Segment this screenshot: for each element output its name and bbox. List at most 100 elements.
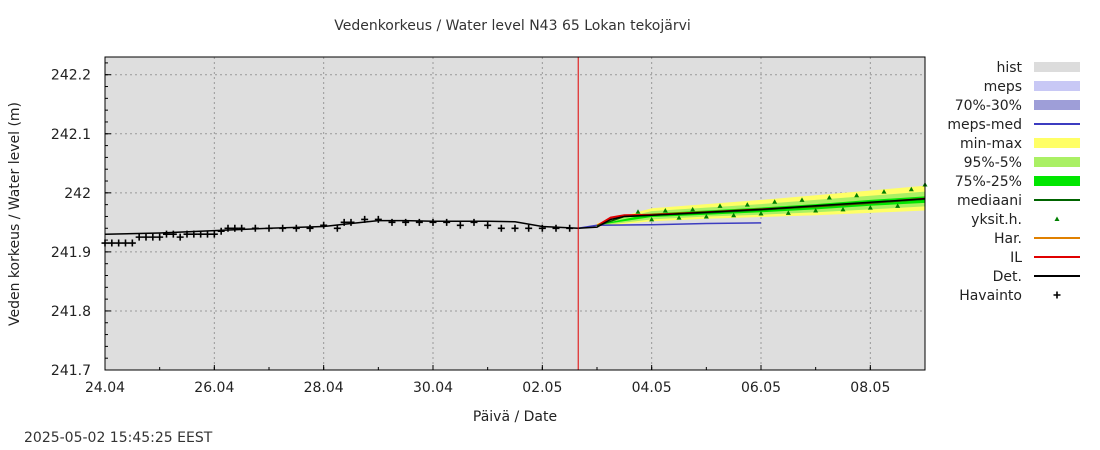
ensemble-point (867, 205, 873, 210)
y-tick-label: 241.7 (51, 363, 91, 379)
observation-point (210, 230, 218, 238)
observation-point (388, 218, 396, 226)
observation-point (265, 224, 273, 232)
ensemble-point (799, 197, 805, 202)
ensemble-point (635, 209, 641, 214)
legend-label: Det. (993, 269, 1022, 285)
observation-point (402, 218, 410, 226)
legend-symbol-yksit-h (1054, 216, 1060, 221)
y-axis-ticks: 241.7 241.8 241.9 242 242.1 242.2 (51, 62, 111, 379)
observation-point (128, 239, 136, 247)
x-tick-label: 26.04 (194, 380, 234, 396)
observation-point (538, 224, 546, 232)
legend-label: meps-med (947, 117, 1022, 133)
ensemble-point (731, 212, 737, 218)
legend-label: yksit.h. (971, 212, 1022, 228)
observation-point (497, 224, 505, 232)
ensemble-point (772, 199, 778, 204)
observation-point (156, 233, 164, 241)
legend-label: Havainto (959, 288, 1022, 304)
observation-point (415, 218, 423, 226)
observation-point (238, 224, 246, 232)
ensemble-point (649, 216, 655, 222)
x-tick-label: 24.04 (85, 380, 125, 396)
observation-point (374, 215, 382, 223)
legend-symbol-70-30 (1034, 100, 1080, 110)
legend-symbol-min-max (1034, 138, 1080, 148)
ensemble-point (854, 192, 860, 198)
observation-point (169, 230, 177, 238)
observation-point (217, 227, 225, 235)
observation-point (525, 224, 533, 232)
observation-point (292, 224, 300, 232)
observation-point (122, 239, 129, 247)
observation-point (251, 224, 259, 232)
observation-point (163, 230, 170, 238)
ensemble-point (662, 208, 668, 213)
observation-point (279, 224, 287, 232)
x-tick-label: 30.04 (413, 380, 453, 396)
observation-point (224, 224, 232, 232)
legend-label: mediaani (957, 193, 1022, 209)
x-tick-label: 02.05 (522, 380, 562, 396)
observation-point (361, 215, 369, 223)
legend-symbol-hist (1034, 62, 1080, 72)
ensemble-point (744, 202, 750, 207)
observation-point (484, 221, 492, 229)
ensemble-point (703, 213, 709, 219)
ensemble-point (813, 208, 819, 213)
legend-label: 70%-30% (955, 98, 1022, 114)
observation-point (142, 233, 150, 241)
line-det- (104, 197, 926, 235)
observation-point (511, 224, 519, 232)
ensemble-point (676, 215, 682, 220)
x-axis-label: Päivä / Date (473, 409, 557, 425)
legend-symbol-meps (1034, 81, 1080, 91)
y-tick-label: 242.2 (51, 68, 91, 84)
observation-point (176, 233, 184, 241)
legend-symbol-95-5 (1034, 157, 1080, 167)
legend-label: IL (1010, 250, 1022, 266)
legend-label: hist (996, 60, 1022, 76)
observation-point (115, 239, 123, 247)
series-lines (104, 197, 926, 235)
observation-point (340, 218, 348, 226)
line-meps-med (578, 222, 762, 230)
observation-point (190, 230, 198, 238)
observation-point (149, 233, 157, 241)
observation-point (566, 224, 574, 232)
chart-title: Vedenkorkeus / Water level N43 65 Lokan … (334, 18, 691, 34)
observation-point (456, 221, 464, 229)
legend-label: 75%-25% (955, 174, 1022, 190)
legend-label: 95%-5% (964, 155, 1022, 171)
y-tick-label: 242.1 (51, 127, 91, 143)
plot-frame (104, 56, 926, 371)
footer-timestamp: 2025-05-02 15:45:25 EEST (24, 430, 213, 446)
legend-label: Har. (994, 231, 1022, 247)
legend-symbol-75-25 (1034, 176, 1080, 186)
x-tick-label: 28.04 (304, 380, 344, 396)
ensemble-point (895, 203, 901, 208)
legend-label: meps (984, 79, 1022, 95)
ensemble-point (840, 206, 846, 212)
legend: hist meps 70%-30% meps-med min-max 95%-5% 75%-… (947, 60, 1080, 304)
observation-point (552, 224, 560, 232)
x-tick-label: 06.05 (741, 380, 781, 396)
observation-point (429, 218, 437, 226)
ensemble-point (908, 186, 914, 192)
observation-point (108, 239, 116, 247)
legend-label: min-max (960, 136, 1022, 152)
x-axis-ticks: 24.04 26.04 28.04 30.04 02.05 04.05 06.05 08.05 (85, 365, 926, 396)
ensemble-point (690, 206, 696, 212)
observation-point (197, 230, 205, 238)
observation-point (470, 218, 478, 226)
observation-point (347, 218, 355, 226)
legend-symbol-havainto (1053, 291, 1061, 299)
ensemble-point (758, 211, 764, 216)
ensemble-point (881, 189, 887, 194)
observation-point (320, 221, 328, 229)
ensemble-point (826, 195, 832, 200)
observation-point (231, 224, 239, 232)
observation-point (135, 233, 143, 241)
